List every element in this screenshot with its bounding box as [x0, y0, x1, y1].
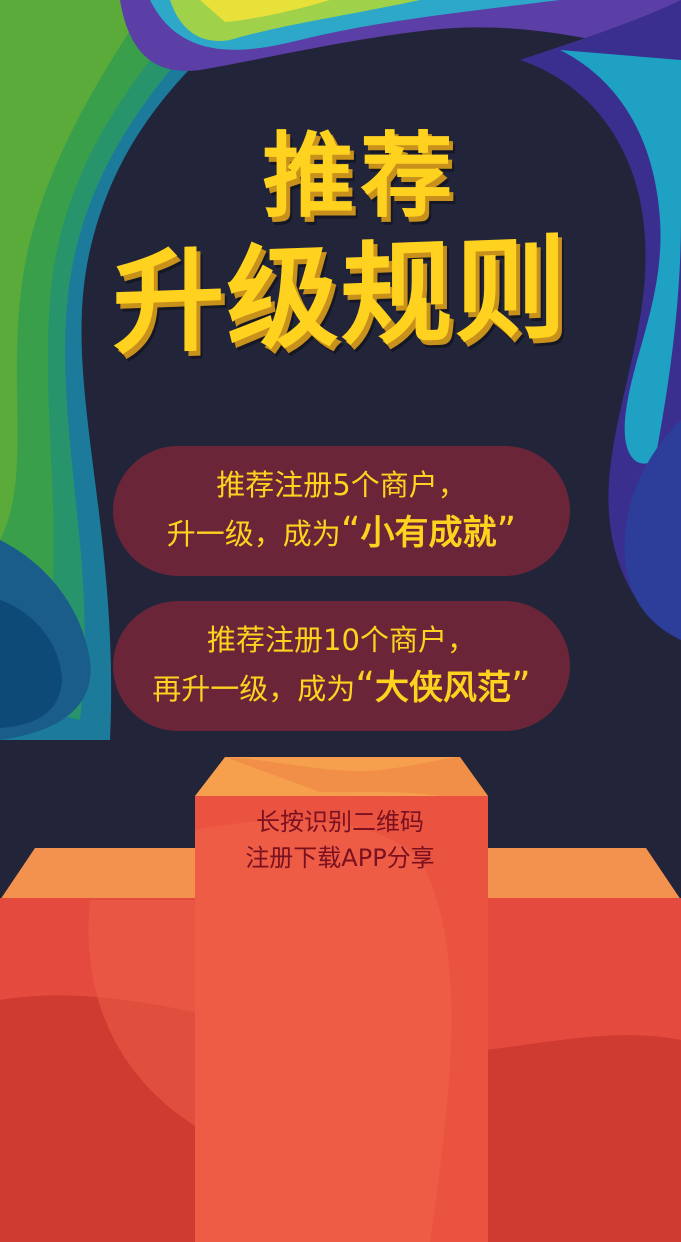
rule-1-line-2: 升一级，成为“小有成就” — [113, 508, 570, 557]
rule-1-quote-open: “ — [340, 509, 361, 553]
podium-caption: 长按识别二维码 注册下载APP分享 — [195, 804, 485, 876]
rule-card-1: 推荐注册5个商户， 升一级，成为“小有成就” — [113, 446, 570, 576]
rule-2-line-1: 推荐注册10个商户， — [207, 623, 476, 657]
rule-2-quote-close: ” — [511, 664, 531, 708]
rule-2-line-2: 再升一级，成为“大侠风范” — [113, 663, 570, 712]
rule-2-prefix: 再升一级，成为 — [152, 672, 356, 706]
rule-card-2: 推荐注册10个商户， 再升一级，成为“大侠风范” — [113, 601, 570, 731]
rule-1-level: 小有成就 — [360, 513, 497, 553]
rule-1-line-1: 推荐注册5个商户， — [216, 468, 467, 502]
title-line-1: 推荐 — [262, 123, 459, 230]
rule-1-prefix: 升一级，成为 — [166, 517, 341, 551]
podium-line-2: 注册下载APP分享 — [245, 844, 435, 872]
title-line-2: 升级规则 — [112, 224, 569, 370]
rule-2-level: 大侠风范 — [375, 668, 511, 708]
podium-line-1: 长按识别二维码 — [256, 808, 424, 836]
rule-1-quote-close: ” — [496, 509, 517, 553]
rule-2-quote-open: “ — [355, 664, 375, 708]
